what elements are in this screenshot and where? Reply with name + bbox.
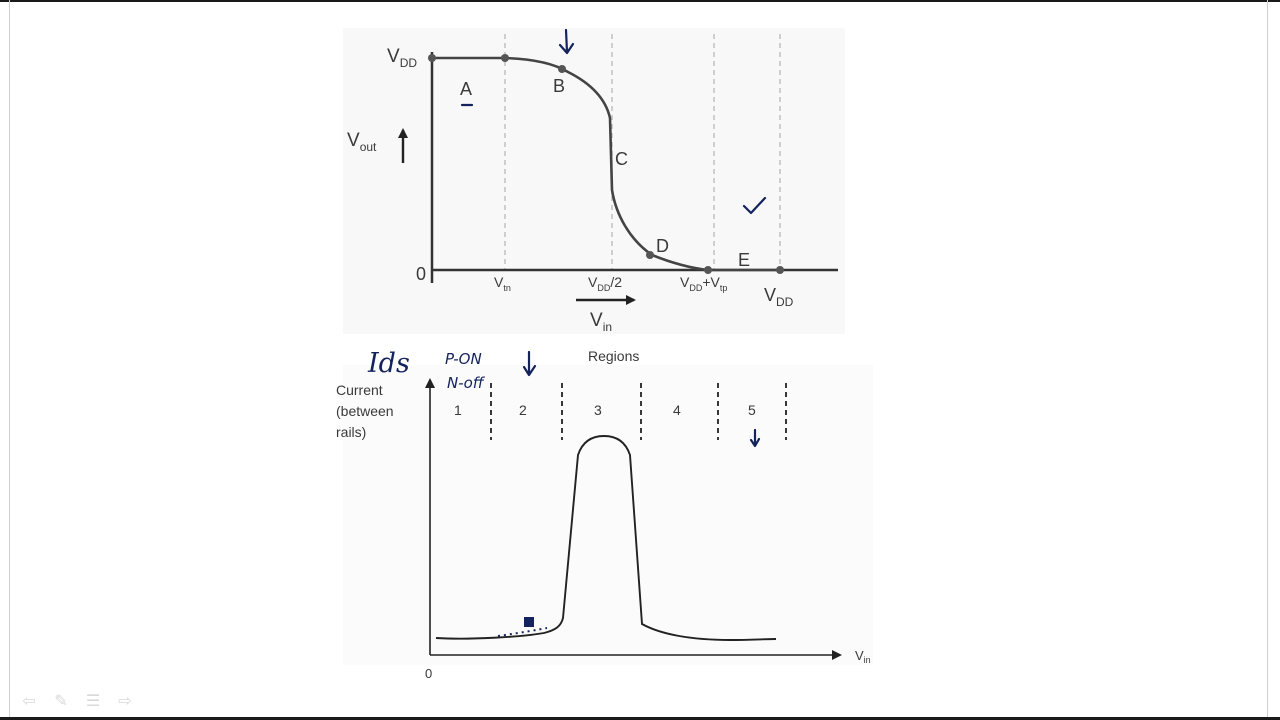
vtc-curve xyxy=(432,56,780,272)
point-start xyxy=(428,54,436,62)
region-label-d: D xyxy=(656,236,669,256)
region-number-2: 2 xyxy=(519,402,527,418)
ink-ids-label: Ids xyxy=(367,348,410,379)
ink-cursor-square xyxy=(524,617,534,627)
arrow-left-icon[interactable]: ⇦ xyxy=(22,690,36,710)
region-label-a: A xyxy=(460,79,472,99)
current-curve xyxy=(435,435,777,641)
bottom-border xyxy=(0,717,1280,720)
regions-title: Regions xyxy=(588,348,639,364)
region-number-4: 4 xyxy=(673,402,681,418)
pen-icon[interactable]: ✎ xyxy=(54,690,68,710)
current-label-line2: (between xyxy=(336,403,394,419)
ink-arrow-region2 xyxy=(522,350,537,377)
slide-navigation: ⇦ ✎ ☰ ⇨ xyxy=(18,690,136,710)
vout-label: Vout xyxy=(347,130,377,154)
current-origin-label: 0 xyxy=(425,666,432,681)
menu-icon[interactable]: ☰ xyxy=(85,690,101,710)
vdd-plus-vtp-label: VDD+Vtp xyxy=(680,274,727,293)
region-number-3: 3 xyxy=(594,402,602,418)
region-label-b: B xyxy=(553,76,565,96)
vdd-half-label: VDD/2 xyxy=(588,274,622,293)
current-label-line1: Current xyxy=(336,382,383,398)
point-b xyxy=(558,65,566,73)
current-figure-background xyxy=(343,365,873,665)
point-vdd-plus-vtp xyxy=(704,266,712,274)
vdd-label: VDD xyxy=(387,46,417,70)
right-margin-line xyxy=(1267,0,1268,720)
current-label-line3: rails) xyxy=(336,424,366,440)
point-vdd xyxy=(776,266,784,274)
vin-axis-label: Vin xyxy=(855,648,871,665)
ink-n-off-label: N-off xyxy=(447,374,486,392)
ink-annotations: Ids P-ON N-off xyxy=(367,28,767,637)
region-number-1: 1 xyxy=(454,402,462,418)
ink-p-on-label: P-ON xyxy=(445,350,482,368)
point-d xyxy=(646,251,654,259)
top-border xyxy=(0,0,1280,2)
vdd-axis-label: VDD xyxy=(764,285,794,309)
vtc-figure-background xyxy=(343,28,845,334)
vtc-chart: VDD Vout 0 Vtn VDD/2 VDD+Vtp VDD Vin A B… xyxy=(347,34,838,334)
point-vtn xyxy=(501,54,509,62)
region-number-5: 5 xyxy=(748,402,756,418)
vtc-origin-label: 0 xyxy=(416,264,426,284)
region-label-c: C xyxy=(615,149,628,169)
arrow-right-icon[interactable]: ⇨ xyxy=(118,690,132,710)
left-margin-line xyxy=(9,0,10,720)
vin-label: Vin xyxy=(590,310,612,334)
current-chart: Regions Current (between rails) 1 2 3 4 … xyxy=(336,348,871,681)
ink-arrow-region5 xyxy=(749,428,761,448)
region-label-e: E xyxy=(738,250,750,270)
ink-arrow-b xyxy=(558,28,575,55)
ink-checkmark xyxy=(742,196,767,215)
vtn-label: Vtn xyxy=(494,274,511,293)
